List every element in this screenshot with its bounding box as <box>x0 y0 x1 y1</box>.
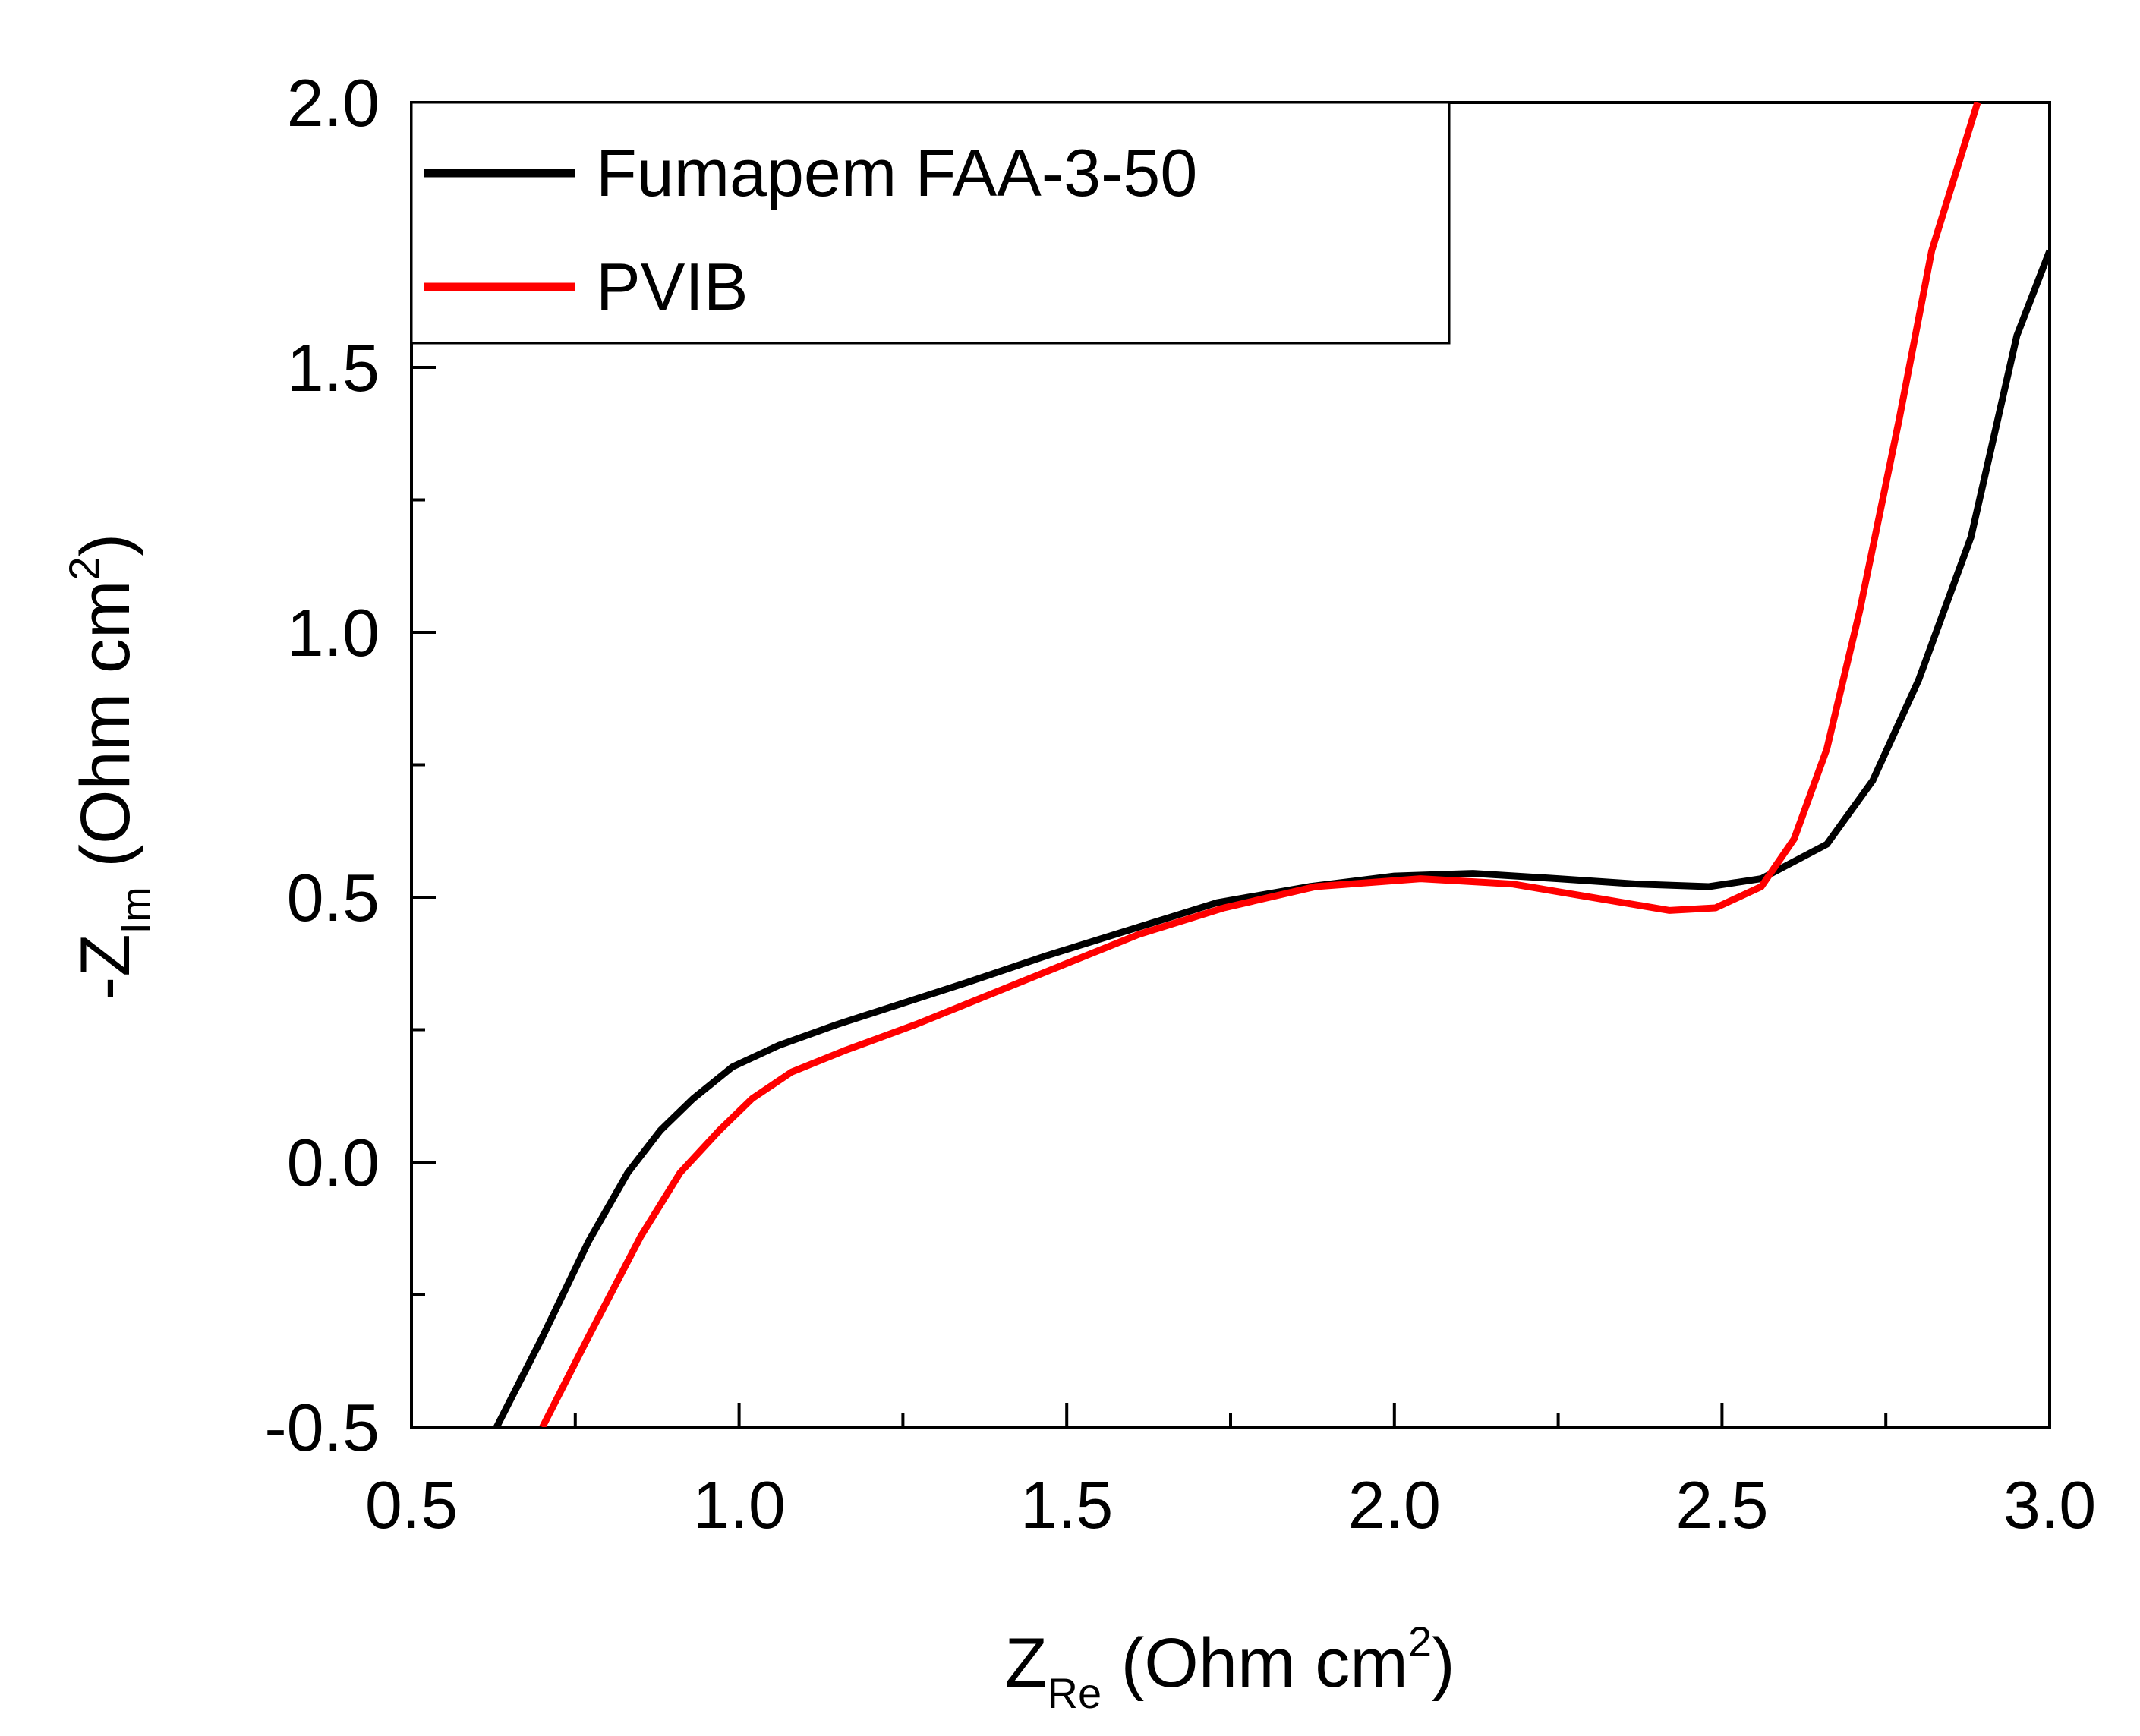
legend-box <box>410 101 1451 345</box>
x-tick-label: 1.5 <box>1020 1467 1113 1542</box>
x-tick-label: 0.5 <box>365 1467 458 1542</box>
x-tick-label: 2.5 <box>1675 1467 1768 1542</box>
y-tick-label: -0.5 <box>264 1390 380 1465</box>
x-axis-tick-labels: 0.5 1.0 1.5 2.0 2.5 3.0 <box>365 1467 2096 1542</box>
x-tick-label: 2.0 <box>1348 1467 1441 1542</box>
y-axis-label-superscript: 2 <box>60 556 108 580</box>
y-tick-label: 1.5 <box>287 330 380 405</box>
y-axis-label: -ZIm (Ohm cm2) <box>60 534 159 1000</box>
legend-label-fumapem: Fumapem FAA-3-50 <box>596 135 1197 210</box>
series-lines <box>493 102 2050 1427</box>
y-tick-label: 1.0 <box>287 595 380 670</box>
y-axis-label-subscript: Im <box>112 887 159 934</box>
series-line-fumapem <box>493 249 2050 1427</box>
x-axis-label: ZRe (Ohm cm2) <box>1004 1618 1455 1717</box>
y-axis-label-unit-end: ) <box>67 534 144 557</box>
y-axis-label-unit: (Ohm cm <box>67 580 144 887</box>
legend: Fumapem FAA-3-50 PVIB <box>410 101 1451 345</box>
legend-label-pvib: PVIB <box>596 249 749 324</box>
x-axis-label-base: Z <box>1004 1624 1047 1702</box>
y-axis-tick-labels: -0.5 0.0 0.5 1.0 1.5 2.0 <box>264 65 380 1465</box>
x-axis-ticks <box>410 1403 2051 1427</box>
x-axis-label-unit: (Ohm cm <box>1102 1624 1408 1702</box>
x-axis-label-subscript: Re <box>1048 1669 1102 1717</box>
x-axis-label-superscript: 2 <box>1408 1618 1432 1665</box>
y-tick-label: 0.5 <box>287 860 380 935</box>
x-tick-label: 3.0 <box>2003 1467 2096 1542</box>
y-tick-label: 0.0 <box>287 1125 380 1200</box>
x-axis-label-unit-end: ) <box>1432 1624 1455 1702</box>
y-axis-label-base: -Z <box>67 934 144 1000</box>
series-line-pvib <box>539 102 1981 1427</box>
x-tick-label: 1.0 <box>692 1467 785 1542</box>
y-tick-label: 2.0 <box>287 65 380 140</box>
